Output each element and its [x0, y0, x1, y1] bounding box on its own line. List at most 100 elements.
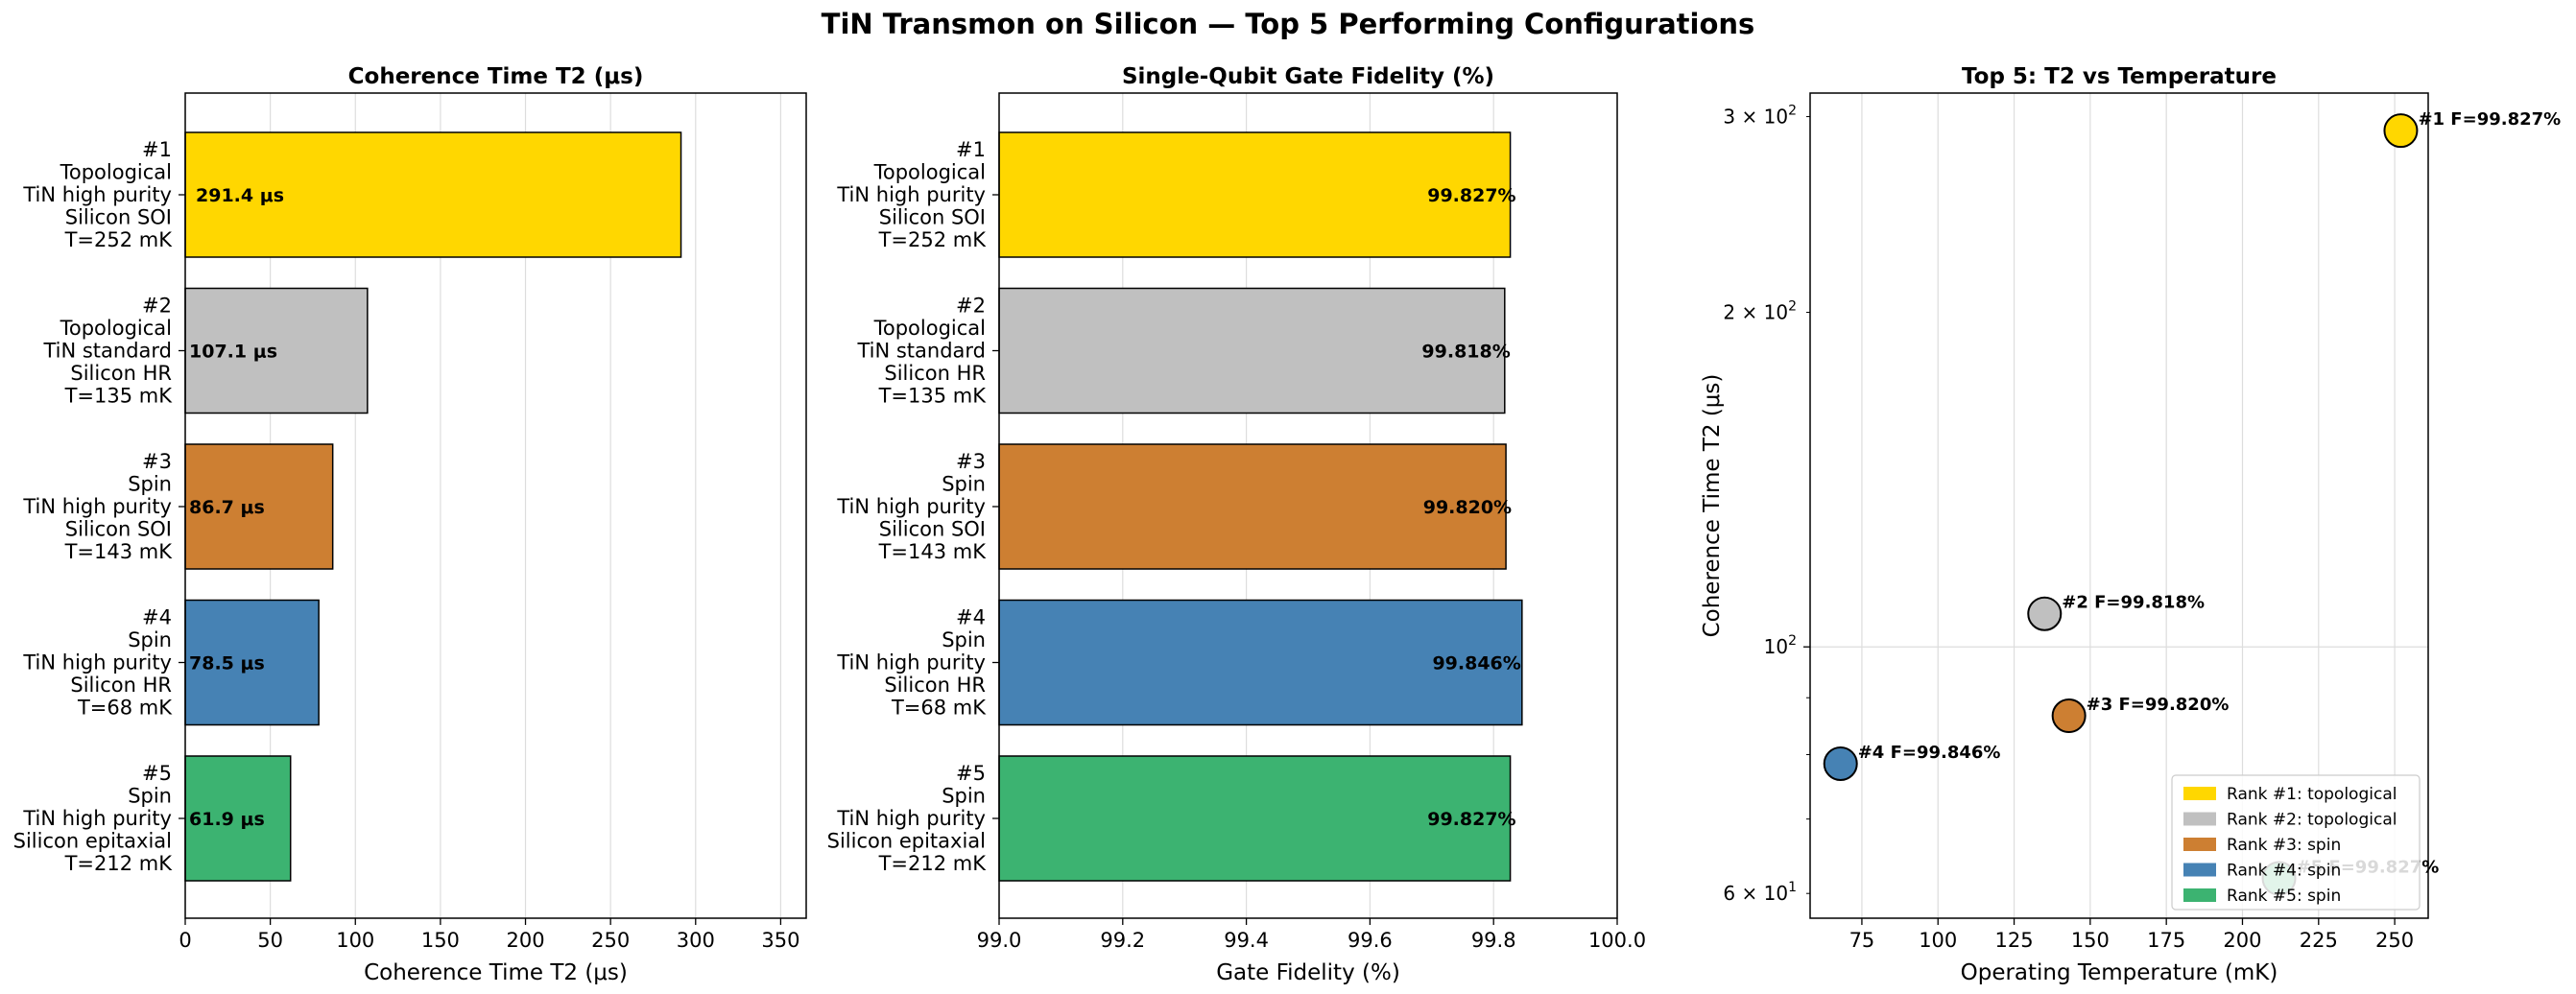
- category-label: #2 Topological TiN standard Silicon HR T=135…: [42, 295, 173, 408]
- panel-title: Coherence Time T2 (μs): [348, 64, 644, 89]
- bar: [998, 287, 1506, 414]
- category-label-line: T=212 mK: [878, 852, 988, 875]
- plot-frame: [184, 92, 807, 919]
- legend-swatch: [2183, 838, 2216, 851]
- y-tick-label: 102: [1764, 633, 1797, 658]
- category-label: #3 Spin TiN high purity Silicon SOI T=143 mK: [836, 450, 987, 563]
- t2-bar-chart: Coherence Time T2 (μs) 291.4 μs 107.1 μs 86…: [13, 64, 807, 985]
- x-axis-label: Coherence Time T2 (μs): [364, 960, 628, 985]
- y-tick-label: 6 × 101: [1723, 880, 1797, 905]
- legend-swatch: [2183, 863, 2216, 877]
- x-tick-label: 225: [2300, 929, 2338, 952]
- x-tick-label: 125: [1995, 929, 2034, 952]
- category-label-line: T=135 mK: [64, 385, 174, 408]
- panel-title: Single-Qubit Gate Fidelity (%): [1122, 64, 1494, 89]
- category-label: #5 Spin TiN high purity Silicon epitaxial T=…: [13, 762, 174, 875]
- category-label-line: TiN high purity: [836, 651, 986, 674]
- scatter-point: [2027, 596, 2063, 631]
- bar-value-label: 99.818%: [1421, 342, 1510, 363]
- x-tick-label: 100: [336, 929, 374, 952]
- bar: [184, 131, 682, 258]
- x-axis-label: Gate Fidelity (%): [1216, 960, 1400, 985]
- x-axis-label: Operating Temperature (mK): [1961, 960, 2278, 985]
- category-label-line: #3: [956, 450, 986, 473]
- category-label-line: T=135 mK: [878, 385, 988, 408]
- y-tick-label-base: 3 × 10: [1723, 106, 1788, 129]
- scatter-point: [2383, 113, 2419, 149]
- category-label-line: Silicon SOI: [879, 206, 986, 229]
- category-label-line: #5: [142, 762, 172, 785]
- category-label-line: Spin: [128, 473, 172, 496]
- x-tick-label: 300: [677, 929, 715, 952]
- point-label: #1 F=99.827%: [2418, 109, 2561, 130]
- bar: [184, 755, 292, 882]
- x-tick-label: 99.6: [1348, 929, 1393, 952]
- bar-value-label: 78.5 μs: [189, 653, 265, 674]
- bar-value-label: 99.827%: [1427, 809, 1515, 830]
- category-label-line: #5: [956, 762, 986, 785]
- x-tick-label: 175: [2147, 929, 2185, 952]
- y-tick-label-base: 2 × 10: [1723, 301, 1788, 324]
- y-tick-label-exponent: 2: [1788, 633, 1797, 649]
- y-tick-label-exponent: 2: [1788, 299, 1797, 315]
- bar: [998, 599, 1523, 726]
- plot-frame: [1809, 92, 2429, 919]
- bar: [184, 599, 320, 726]
- category-label-line: T=252 mK: [64, 228, 174, 251]
- category-label: #1 Topological TiN high purity Silicon SOI T…: [836, 138, 987, 251]
- legend-swatch: [2183, 812, 2216, 826]
- category-label-line: T=252 mK: [878, 228, 988, 251]
- x-tick-label: 100.0: [1588, 929, 1646, 952]
- category-label-line: Topological: [60, 317, 172, 340]
- legend-label: Rank #1: topological: [2227, 785, 2397, 804]
- category-label-line: Silicon epitaxial: [13, 830, 172, 853]
- y-tick-label-base: 10: [1764, 635, 1788, 658]
- category-label-line: Silicon HR: [884, 362, 986, 385]
- category-label: #4 Spin TiN high purity Silicon HR T=68 mK: [22, 606, 173, 720]
- x-tick-label: 0: [179, 929, 191, 952]
- category-label-line: #1: [142, 138, 172, 161]
- category-label-line: TiN high purity: [22, 651, 172, 674]
- category-label-line: Spin: [942, 785, 986, 808]
- x-tick-label: 99.8: [1471, 929, 1516, 952]
- category-label-line: #3: [142, 450, 172, 473]
- legend-swatch: [2183, 787, 2216, 800]
- x-tick-label: 200: [2223, 929, 2261, 952]
- category-label: #5 Spin TiN high purity Silicon epitaxial T=…: [827, 762, 988, 875]
- bar: [184, 287, 369, 414]
- panel-title: Top 5: T2 vs Temperature: [1962, 64, 2277, 89]
- category-label-line: T=143 mK: [64, 540, 174, 563]
- category-label-line: TiN high purity: [836, 495, 986, 518]
- y-tick-label-base: 6 × 10: [1723, 882, 1788, 905]
- category-label-line: Silicon HR: [70, 362, 172, 385]
- legend-swatch: [2183, 888, 2216, 902]
- legend-label: Rank #2: topological: [2227, 811, 2397, 830]
- point-label: #4 F=99.846%: [1858, 743, 2001, 763]
- bar-value-label: 291.4 μs: [196, 185, 284, 206]
- bar-value-label: 107.1 μs: [189, 342, 277, 363]
- category-label-line: TiN high purity: [22, 183, 172, 206]
- x-tick-label: 99.2: [1100, 929, 1145, 952]
- x-tick-label: 75: [1849, 929, 1875, 952]
- scatter-point: [2051, 698, 2087, 734]
- category-label-line: Topological: [873, 161, 986, 184]
- category-label-line: T=68 mK: [77, 697, 173, 720]
- point-label: #2 F=99.818%: [2062, 593, 2205, 613]
- category-label-line: Topological: [60, 161, 172, 184]
- category-label-line: TiN standard: [42, 340, 172, 363]
- category-label: #3 Spin TiN high purity Silicon SOI T=143 mK: [22, 450, 173, 563]
- category-label-line: TiN high purity: [836, 807, 986, 830]
- y-axis-label: Coherence Time T2 (μs): [1700, 374, 1725, 638]
- bar-value-label: 99.820%: [1423, 497, 1512, 518]
- bar-value-label: 99.846%: [1432, 653, 1520, 674]
- bar-value-label: 86.7 μs: [189, 497, 265, 518]
- category-label-line: Topological: [873, 317, 986, 340]
- category-label-line: T=212 mK: [64, 852, 174, 875]
- x-tick-label: 50: [257, 929, 283, 952]
- x-tick-label: 150: [421, 929, 460, 952]
- category-label: #2 Topological TiN standard Silicon HR T=135…: [856, 295, 987, 408]
- category-label-line: #2: [956, 295, 986, 318]
- y-tick-label: 3 × 102: [1723, 104, 1797, 129]
